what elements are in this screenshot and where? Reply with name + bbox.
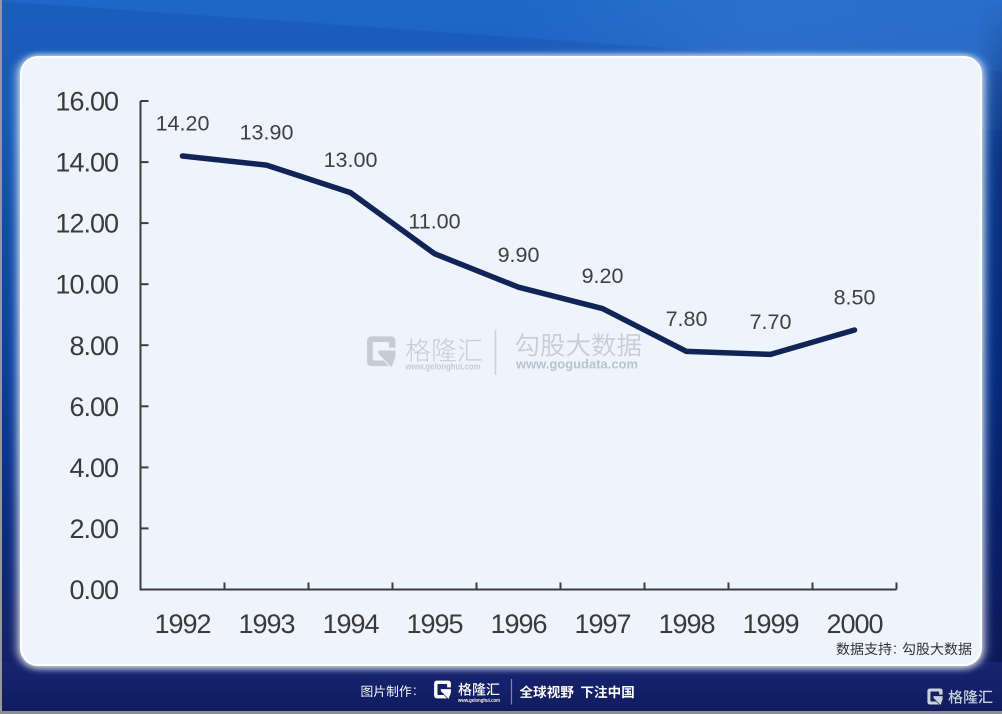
svg-text:1995: 1995 [406,609,462,639]
svg-text:www.gogudata.com: www.gogudata.com [515,357,638,372]
svg-text:11.00: 11.00 [408,209,460,233]
svg-text:1993: 1993 [238,609,294,639]
svg-text:1992: 1992 [154,609,210,639]
svg-text:1997: 1997 [574,609,630,639]
svg-text:1999: 1999 [742,609,798,639]
svg-text:12.00: 12.00 [55,209,118,239]
svg-text:10.00: 10.00 [55,270,118,300]
svg-text:8.50: 8.50 [834,286,876,310]
svg-text:7.80: 7.80 [666,307,708,331]
svg-text:13.00: 13.00 [324,148,378,172]
svg-text:14.00: 14.00 [55,148,118,178]
svg-text:16.00: 16.00 [55,87,118,117]
svg-text:8.00: 8.00 [69,331,118,361]
svg-text:www.gelonghui.com: www.gelonghui.com [405,362,481,372]
svg-text::: : [413,683,417,698]
svg-text:1994: 1994 [322,609,379,639]
svg-text::: : [893,642,897,658]
svg-text:1998: 1998 [658,609,714,639]
svg-text:9.20: 9.20 [582,264,624,288]
svg-text:9.90: 9.90 [498,243,540,267]
svg-text:7.70: 7.70 [750,310,792,334]
svg-text:1996: 1996 [490,609,546,639]
svg-text:14.20: 14.20 [156,112,210,136]
svg-text:13.90: 13.90 [240,121,294,145]
svg-text:2000: 2000 [826,609,882,639]
svg-text:www.gelonghui.com: www.gelonghui.com [457,698,500,704]
svg-text:2.00: 2.00 [69,514,118,544]
svg-text:6.00: 6.00 [69,392,118,422]
svg-text:4.00: 4.00 [69,453,118,483]
svg-text:0.00: 0.00 [69,575,118,605]
